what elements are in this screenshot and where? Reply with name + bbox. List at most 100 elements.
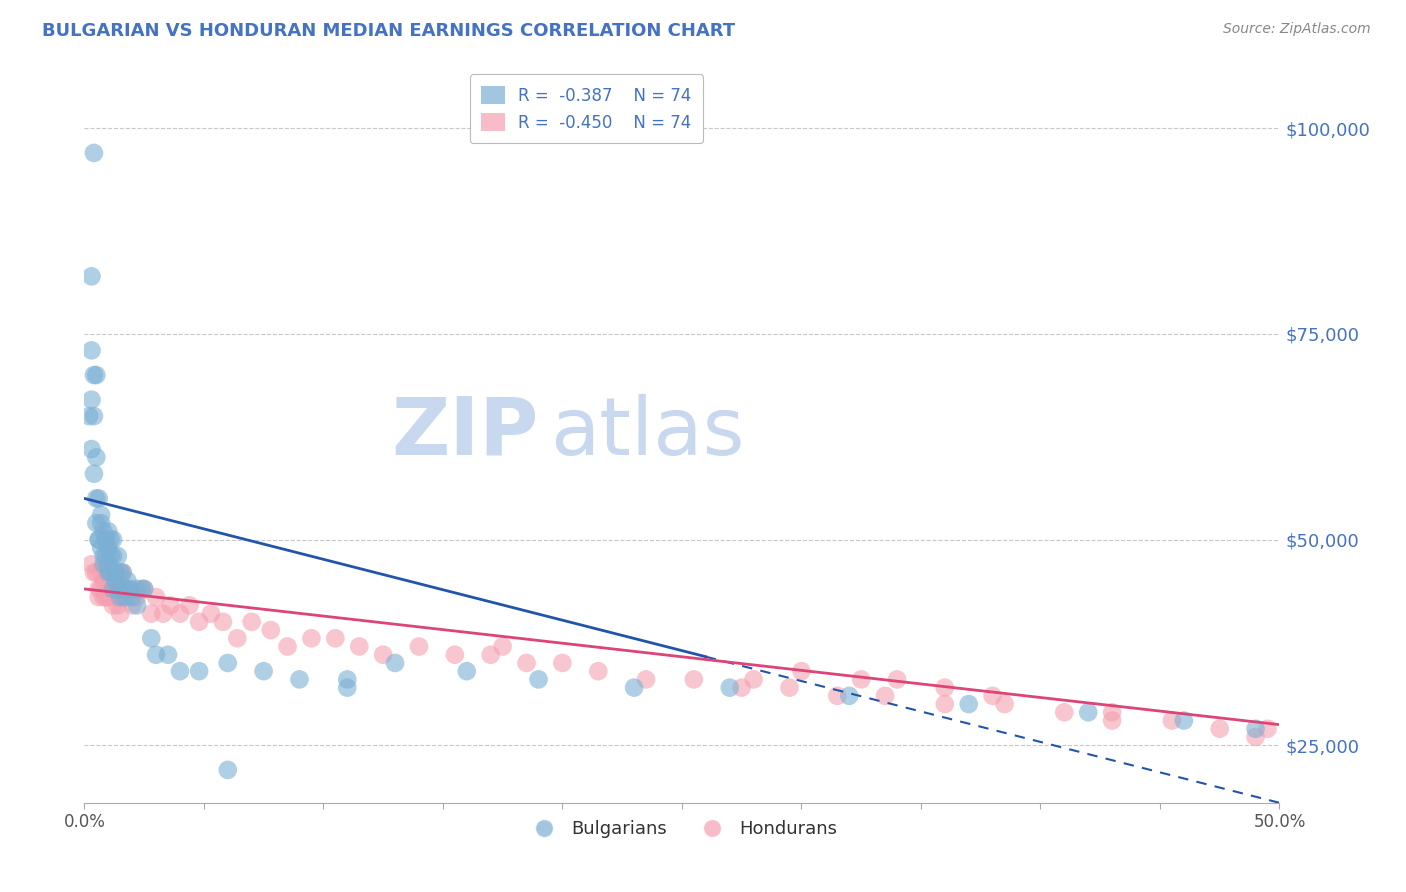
Point	[114, 590, 136, 604]
Point	[623, 681, 645, 695]
Point	[83, 409, 105, 424]
Point	[114, 590, 136, 604]
Point	[80, 442, 103, 456]
Legend: Bulgarians, Hondurans: Bulgarians, Hondurans	[519, 814, 845, 846]
Point	[93, 590, 115, 604]
Point	[94, 574, 117, 588]
Point	[97, 566, 120, 580]
Point	[159, 599, 181, 613]
Point	[93, 558, 115, 572]
Point	[188, 664, 211, 678]
Point	[827, 689, 849, 703]
Point	[107, 582, 129, 596]
Point	[111, 566, 134, 580]
Point	[479, 648, 502, 662]
Point	[100, 549, 122, 563]
Point	[217, 763, 239, 777]
Point	[551, 656, 574, 670]
Point	[117, 582, 139, 596]
Point	[80, 392, 103, 407]
Point	[169, 607, 191, 621]
Point	[1053, 706, 1076, 720]
Point	[981, 689, 1004, 703]
Point	[934, 697, 956, 711]
Point	[1244, 730, 1267, 744]
Point	[107, 582, 129, 596]
Point	[121, 599, 143, 613]
Point	[1101, 714, 1123, 728]
Point	[97, 574, 120, 588]
Point	[87, 533, 110, 547]
Point	[125, 590, 148, 604]
Point	[131, 582, 153, 596]
Point	[100, 582, 122, 596]
Point	[145, 648, 167, 662]
Point	[141, 607, 163, 621]
Point	[212, 615, 235, 629]
Text: ZIP: ZIP	[391, 393, 538, 472]
Point	[86, 368, 108, 382]
Point	[373, 648, 395, 662]
Point	[83, 467, 105, 481]
Point	[86, 450, 108, 465]
Point	[1101, 706, 1123, 720]
Point	[456, 664, 478, 678]
Point	[107, 549, 129, 563]
Point	[104, 566, 127, 580]
Point	[87, 590, 110, 604]
Point	[80, 558, 103, 572]
Point	[86, 491, 108, 506]
Point	[86, 566, 108, 580]
Point	[384, 656, 406, 670]
Point	[94, 533, 117, 547]
Point	[152, 607, 174, 621]
Point	[77, 409, 100, 424]
Point	[114, 582, 136, 596]
Point	[779, 681, 801, 695]
Point	[90, 566, 112, 580]
Point	[1077, 706, 1099, 720]
Point	[1257, 722, 1279, 736]
Point	[104, 590, 127, 604]
Point	[277, 640, 299, 654]
Point	[994, 697, 1017, 711]
Point	[94, 590, 117, 604]
Point	[301, 632, 323, 646]
Point	[253, 664, 276, 678]
Text: atlas: atlas	[551, 393, 745, 472]
Point	[97, 524, 120, 539]
Point	[838, 689, 860, 703]
Point	[790, 664, 813, 678]
Point	[1209, 722, 1232, 736]
Point	[886, 673, 908, 687]
Point	[636, 673, 658, 687]
Point	[90, 508, 112, 522]
Point	[97, 558, 120, 572]
Point	[101, 599, 124, 613]
Point	[104, 590, 127, 604]
Point	[145, 590, 167, 604]
Point	[117, 574, 139, 588]
Point	[588, 664, 610, 678]
Point	[110, 590, 132, 604]
Point	[157, 648, 180, 662]
Point	[87, 491, 110, 506]
Point	[492, 640, 515, 654]
Point	[101, 533, 124, 547]
Point	[86, 516, 108, 530]
Point	[90, 516, 112, 530]
Point	[80, 343, 103, 358]
Point	[101, 582, 124, 596]
Point	[97, 541, 120, 555]
Point	[444, 648, 467, 662]
Point	[1173, 714, 1195, 728]
Point	[200, 607, 222, 621]
Point	[90, 582, 112, 596]
Point	[94, 533, 117, 547]
Point	[104, 574, 127, 588]
Point	[718, 681, 741, 695]
Point	[516, 656, 538, 670]
Point	[527, 673, 550, 687]
Point	[125, 599, 148, 613]
Point	[100, 533, 122, 547]
